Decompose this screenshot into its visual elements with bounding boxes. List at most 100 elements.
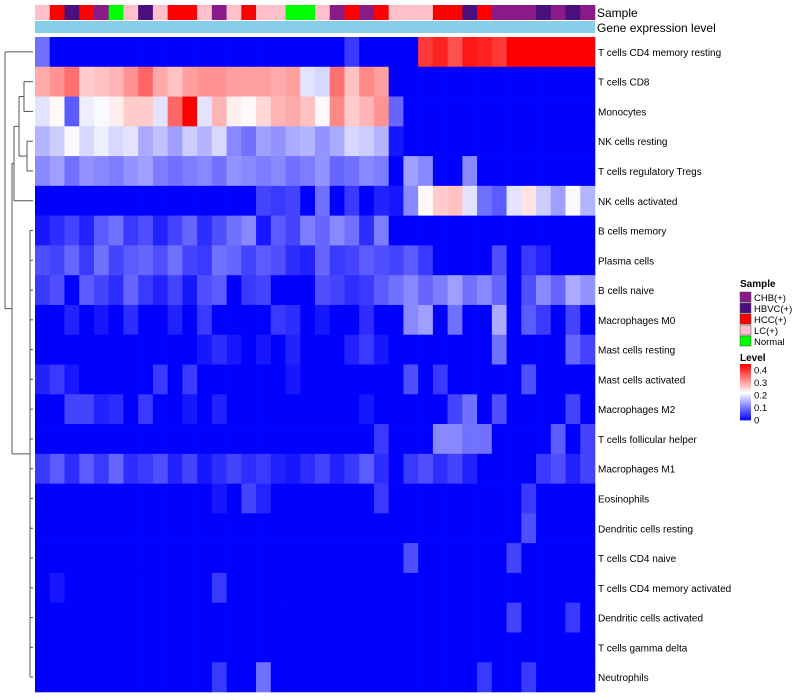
heatmap-cell [432,215,448,246]
heatmap-cell [580,483,596,514]
legend-gradient-step [740,390,751,393]
heatmap-cell [506,543,522,574]
legend-gradient-step [740,399,751,401]
heatmap-cell [565,334,581,365]
row-label: B cells memory [598,227,666,238]
heatmap-cell [211,275,227,306]
heatmap-cell [462,483,478,514]
heatmap-cell [197,96,213,127]
heatmap-cell [285,126,301,157]
heatmap-cell [344,275,360,306]
heatmap-cell [521,275,537,306]
heatmap-cell [403,185,419,216]
heatmap-cell [241,304,257,336]
annotation-cell [329,5,345,20]
heatmap-cell [256,156,272,187]
legend-level-title: Level [740,353,766,364]
heatmap-cell [359,126,375,157]
heatmap-cell [418,215,434,246]
heatmap-cell [167,96,183,127]
heatmap-cell [580,156,596,187]
heatmap-cell [388,453,404,484]
heatmap-cell [565,156,581,187]
heatmap-cell [550,394,566,425]
heatmap-cell [491,513,507,544]
annotation-cell [108,5,124,20]
annotation-cell [270,5,286,20]
heatmap-cell [418,394,434,425]
heatmap-cell [211,37,227,68]
heatmap-cell [550,275,566,306]
heatmap-cell [580,453,596,484]
heatmap-cell [462,543,478,574]
heatmap-cell [344,96,360,127]
heatmap-cell [403,245,419,276]
row-label: T cells CD4 memory activated [598,584,731,595]
heatmap-cell [226,453,242,484]
heatmap-cell [536,245,552,276]
heatmap-cell [211,66,227,97]
heatmap-cell [211,96,227,127]
heatmap-cell [432,245,448,276]
heatmap-cell [359,304,375,336]
heatmap-cell [35,215,51,246]
row-label: T cells CD4 naive [598,554,677,565]
heatmap-cell [359,185,375,216]
heatmap-cell [49,364,65,395]
heatmap-cell [477,156,493,187]
heatmap-cell [93,602,109,633]
heatmap-cell [197,424,213,455]
legend-gradient-step [740,383,751,386]
heatmap-cell [432,513,448,544]
heatmap-cell [580,602,596,633]
annotation-cell [211,5,227,20]
heatmap-cell [418,185,434,216]
heatmap-cell [270,483,286,514]
heatmap-cell [580,245,596,276]
heatmap-cell [536,424,552,455]
heatmap-cell [49,126,65,157]
heatmap-cell [256,632,272,663]
heatmap-cell [550,572,566,603]
heatmap-cell [79,156,95,187]
heatmap-cell [491,185,507,216]
heatmap-cell [565,424,581,455]
heatmap-cell [138,364,154,395]
heatmap-cell [167,126,183,157]
heatmap-cell [388,662,404,693]
heatmap-cells [35,37,596,693]
heatmap-cell [550,66,566,97]
heatmap-cell [373,543,389,574]
heatmap-cell [64,185,80,216]
heatmap-cell [285,453,301,484]
heatmap-cell [93,37,109,68]
heatmap-cell [138,275,154,306]
heatmap-cell [108,215,124,246]
heatmap-cell [359,96,375,127]
heatmap-cell [123,424,139,455]
row-label: Dendritic cells resting [598,524,693,535]
heatmap-cell [152,334,168,365]
heatmap-cell [182,662,198,693]
heatmap-cell [521,602,537,633]
heatmap-cell [477,37,493,68]
heatmap-cell [329,334,345,365]
legend-gradient-step [740,415,751,418]
heatmap-cell [241,126,257,157]
legend-gradient-step [740,397,751,400]
legend-tick: 0.4 [754,366,767,377]
heatmap-cell [167,543,183,574]
heatmap-cell [300,543,316,574]
heatmap-cell [447,66,463,97]
heatmap-cell [432,453,448,484]
heatmap-cell [108,96,124,127]
heatmap-cell [403,304,419,336]
heatmap-cell [329,602,345,633]
heatmap-cell [152,483,168,514]
heatmap-cell [226,126,242,157]
heatmap-cell [123,275,139,306]
heatmap-cell [93,662,109,693]
heatmap-cell [79,632,95,663]
heatmap-cell [123,126,139,157]
heatmap-cell [418,156,434,187]
